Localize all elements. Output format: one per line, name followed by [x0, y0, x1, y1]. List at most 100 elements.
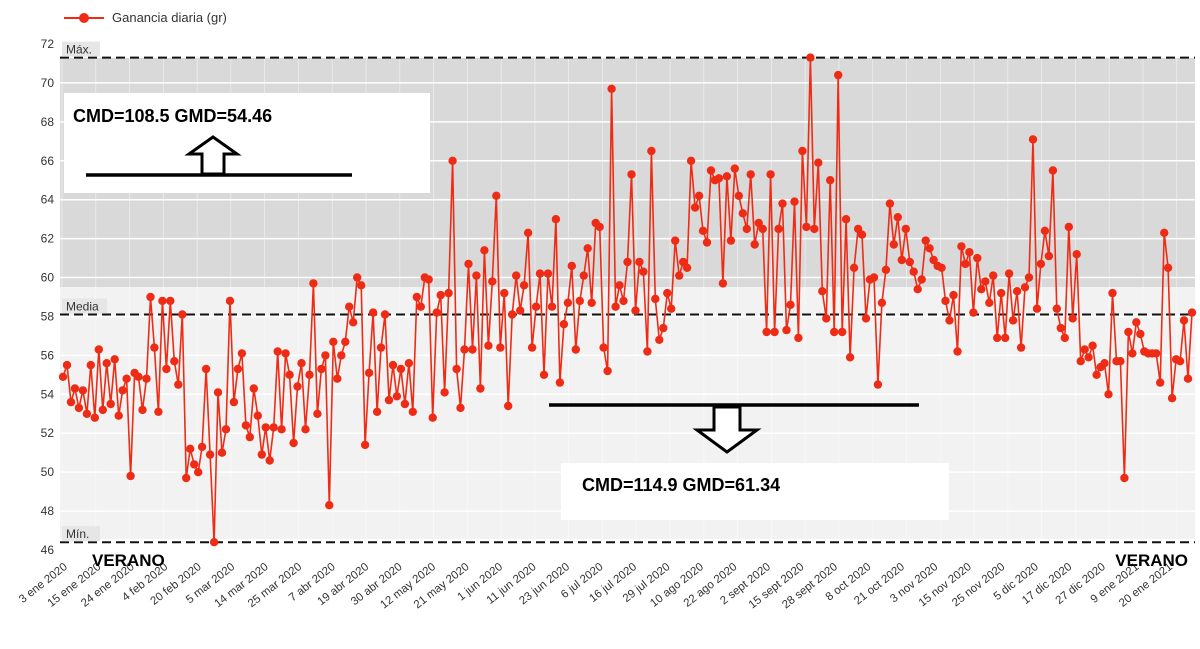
data-point	[579, 271, 588, 280]
data-point	[774, 224, 783, 234]
reference-label: Media	[66, 300, 99, 314]
data-point	[722, 172, 732, 181]
data-point	[174, 380, 183, 389]
data-point	[424, 275, 433, 284]
data-point	[953, 347, 962, 356]
data-point	[82, 409, 92, 418]
data-point	[456, 403, 465, 413]
data-point	[472, 271, 481, 280]
data-point	[380, 310, 390, 319]
data-point	[341, 337, 350, 346]
data-point	[1124, 327, 1133, 337]
data-point	[1084, 353, 1093, 362]
data-point	[897, 255, 906, 265]
data-point	[321, 351, 330, 360]
data-point	[977, 285, 986, 294]
data-point	[527, 343, 537, 352]
data-point	[178, 310, 187, 319]
data-point	[349, 318, 358, 327]
data-point	[396, 364, 406, 374]
data-point	[925, 244, 934, 253]
data-point	[838, 327, 847, 337]
y-tick-label: 66	[41, 154, 55, 168]
data-point	[372, 407, 382, 416]
data-point	[58, 372, 68, 381]
y-tick-label: 64	[41, 193, 55, 207]
reference-lines: Máx. Media Mín.	[60, 41, 1195, 544]
series-daily-gain	[58, 53, 1197, 547]
data-point	[297, 359, 306, 368]
data-point	[209, 538, 219, 547]
data-point	[98, 405, 108, 415]
data-point	[818, 287, 827, 296]
data-point	[702, 238, 712, 247]
data-point	[325, 501, 334, 510]
data-point	[945, 316, 954, 325]
data-point	[551, 215, 561, 224]
data-point	[861, 314, 871, 323]
y-tick-label: 58	[41, 309, 55, 323]
data-point	[738, 209, 747, 218]
data-point	[384, 395, 394, 405]
data-point	[547, 302, 557, 311]
data-point	[309, 279, 318, 288]
data-point	[973, 253, 982, 263]
data-point	[368, 308, 378, 317]
data-point	[337, 351, 346, 360]
data-point	[543, 269, 553, 278]
data-point	[74, 403, 84, 413]
data-point	[742, 224, 751, 234]
data-point	[1012, 287, 1022, 296]
data-point	[249, 384, 258, 393]
reference-label-bg	[62, 526, 100, 542]
data-point	[166, 296, 175, 306]
data-point	[655, 335, 664, 344]
data-point	[849, 263, 859, 272]
data-point	[766, 170, 775, 179]
data-point	[965, 248, 974, 257]
data-point	[698, 226, 708, 235]
data-point	[70, 384, 80, 393]
data-point	[559, 320, 569, 329]
data-point	[857, 230, 867, 239]
data-point	[1040, 226, 1050, 235]
data-point	[404, 359, 414, 368]
data-point	[277, 425, 286, 434]
data-point	[408, 407, 417, 416]
data-point	[1132, 318, 1141, 327]
data-point	[94, 345, 104, 354]
data-point	[575, 296, 584, 306]
data-point	[1160, 228, 1169, 237]
y-tick-label: 46	[41, 543, 55, 557]
data-point	[961, 259, 970, 269]
data-point	[599, 343, 608, 352]
data-point	[663, 288, 672, 298]
data-point	[1072, 250, 1081, 259]
annotation-lower-text: CMD=114.9 GMD=61.34	[582, 475, 780, 495]
data-point	[432, 308, 441, 317]
data-point	[822, 314, 831, 323]
data-point	[273, 347, 282, 356]
data-point	[686, 156, 696, 165]
y-tick-label: 54	[41, 387, 55, 401]
data-point	[197, 442, 207, 452]
data-point	[651, 294, 660, 304]
data-point	[1179, 316, 1189, 325]
data-point	[1120, 473, 1129, 483]
data-point	[233, 364, 243, 374]
data-point	[317, 364, 326, 374]
data-point	[714, 174, 724, 183]
data-point	[567, 261, 576, 271]
data-point	[353, 273, 362, 282]
data-point	[205, 450, 215, 459]
data-point	[969, 308, 978, 317]
data-point	[802, 222, 811, 232]
data-point	[1032, 304, 1042, 313]
data-point	[659, 323, 668, 333]
data-point	[1092, 370, 1101, 379]
data-point	[1020, 283, 1030, 292]
data-point	[333, 374, 342, 383]
data-point	[690, 203, 700, 212]
data-point	[694, 191, 704, 200]
